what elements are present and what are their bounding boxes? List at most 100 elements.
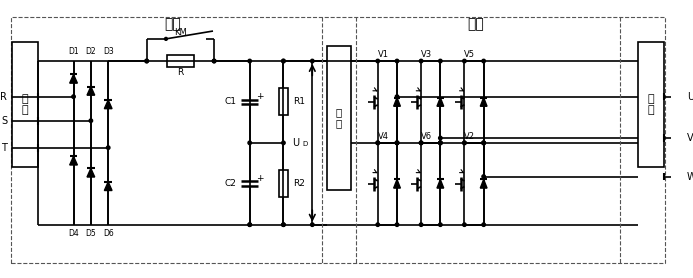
- Polygon shape: [394, 98, 401, 106]
- Circle shape: [310, 223, 314, 226]
- Bar: [279, 170, 288, 197]
- Circle shape: [376, 141, 380, 145]
- Text: +: +: [256, 92, 263, 101]
- Circle shape: [145, 59, 148, 63]
- Polygon shape: [480, 179, 487, 188]
- Polygon shape: [437, 98, 444, 106]
- Text: 交
流: 交 流: [647, 93, 654, 115]
- Circle shape: [419, 141, 423, 145]
- Polygon shape: [394, 179, 401, 188]
- Circle shape: [463, 141, 466, 145]
- Text: KM: KM: [174, 28, 187, 37]
- Circle shape: [463, 59, 466, 63]
- Circle shape: [463, 223, 466, 226]
- Circle shape: [281, 223, 285, 226]
- Circle shape: [212, 59, 216, 63]
- Circle shape: [248, 223, 252, 226]
- Circle shape: [482, 141, 485, 145]
- Polygon shape: [437, 179, 444, 188]
- Polygon shape: [87, 168, 95, 177]
- Text: 交
流: 交 流: [21, 93, 28, 115]
- Circle shape: [439, 136, 442, 140]
- Circle shape: [395, 95, 398, 98]
- Text: V5: V5: [464, 50, 475, 59]
- Circle shape: [212, 59, 216, 63]
- Circle shape: [281, 59, 285, 63]
- Polygon shape: [105, 100, 112, 109]
- Text: R1: R1: [293, 97, 305, 106]
- Circle shape: [281, 141, 285, 145]
- Circle shape: [248, 223, 252, 226]
- Circle shape: [419, 223, 423, 226]
- Text: V1: V1: [378, 50, 389, 59]
- Circle shape: [395, 141, 398, 145]
- Text: C2: C2: [225, 179, 236, 188]
- Text: D: D: [303, 141, 308, 147]
- Bar: [12, 42, 38, 167]
- Text: T: T: [1, 143, 7, 153]
- Circle shape: [395, 141, 398, 145]
- Circle shape: [281, 223, 285, 226]
- Circle shape: [376, 59, 380, 63]
- Circle shape: [482, 175, 485, 178]
- Text: D4: D4: [68, 230, 79, 239]
- Bar: [167, 55, 194, 67]
- Circle shape: [419, 141, 423, 145]
- Text: 逆变: 逆变: [468, 18, 484, 31]
- Circle shape: [376, 223, 380, 226]
- Circle shape: [482, 59, 485, 63]
- Text: C1: C1: [225, 97, 236, 106]
- Bar: [326, 46, 351, 190]
- Text: U: U: [292, 138, 299, 148]
- Text: R: R: [177, 68, 184, 77]
- Circle shape: [439, 141, 442, 145]
- Circle shape: [439, 223, 442, 226]
- Circle shape: [164, 38, 168, 40]
- Circle shape: [248, 59, 252, 63]
- Text: V2: V2: [464, 131, 475, 141]
- Text: 直
流: 直 流: [335, 107, 342, 129]
- Polygon shape: [480, 98, 487, 106]
- Text: D5: D5: [85, 230, 96, 239]
- Circle shape: [281, 59, 285, 63]
- Text: R: R: [0, 92, 7, 102]
- Circle shape: [419, 59, 423, 63]
- Text: R2: R2: [293, 179, 305, 188]
- Text: U: U: [687, 92, 693, 102]
- Circle shape: [439, 59, 442, 63]
- Circle shape: [395, 59, 398, 63]
- Text: V6: V6: [421, 131, 432, 141]
- Polygon shape: [70, 156, 78, 165]
- Polygon shape: [70, 75, 78, 83]
- Text: D1: D1: [68, 47, 79, 56]
- Circle shape: [248, 141, 252, 145]
- Bar: [279, 88, 288, 115]
- Circle shape: [395, 223, 398, 226]
- Circle shape: [145, 59, 148, 63]
- Circle shape: [463, 141, 466, 145]
- Text: S: S: [1, 116, 7, 126]
- Text: +: +: [256, 174, 263, 183]
- Text: D6: D6: [103, 230, 114, 239]
- Circle shape: [482, 223, 485, 226]
- Circle shape: [72, 95, 76, 98]
- Circle shape: [482, 141, 485, 145]
- Circle shape: [107, 146, 110, 149]
- Bar: [638, 42, 664, 167]
- Text: 整流: 整流: [164, 18, 181, 31]
- Polygon shape: [87, 86, 95, 95]
- Circle shape: [395, 141, 398, 145]
- Polygon shape: [105, 182, 112, 190]
- Text: V4: V4: [378, 131, 389, 141]
- Circle shape: [482, 141, 485, 145]
- Circle shape: [89, 119, 93, 122]
- Circle shape: [439, 141, 442, 145]
- Text: W: W: [687, 172, 693, 182]
- Circle shape: [310, 59, 314, 63]
- Text: D3: D3: [103, 47, 114, 56]
- Text: V3: V3: [421, 50, 432, 59]
- Circle shape: [376, 141, 380, 145]
- Text: V: V: [687, 133, 693, 143]
- Text: D2: D2: [85, 47, 96, 56]
- Circle shape: [439, 141, 442, 145]
